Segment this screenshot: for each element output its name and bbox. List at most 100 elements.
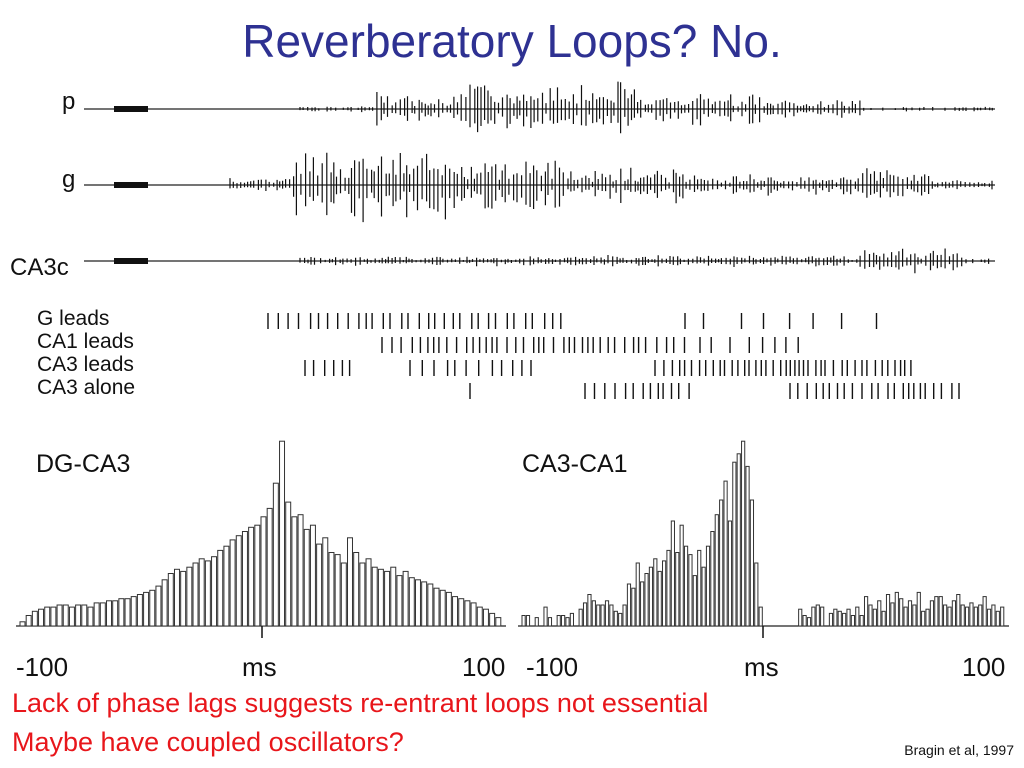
hist-bar xyxy=(130,596,137,627)
hist-bar xyxy=(62,604,69,627)
hist-bar xyxy=(211,556,218,627)
hist-bar xyxy=(662,560,667,627)
hist-bar xyxy=(38,608,45,627)
hist-bar xyxy=(596,604,601,627)
raster-label-ca1-leads: CA1 leads xyxy=(37,330,134,353)
hist-bar xyxy=(421,581,428,627)
hist1-xtick-min: -100 xyxy=(16,652,69,682)
hist-bar xyxy=(433,587,440,627)
hist-bar xyxy=(956,594,961,627)
hist-bar xyxy=(365,558,372,627)
hist-bar xyxy=(653,558,658,627)
hist-bar xyxy=(93,602,100,627)
raster-label-ca3-alone: CA3 alone xyxy=(37,376,136,399)
hist-bar xyxy=(347,537,353,627)
stimulus-bar xyxy=(114,106,148,112)
hist-bar xyxy=(666,549,671,627)
hist-bar xyxy=(749,499,755,627)
hist-bar xyxy=(609,604,614,627)
hist-bar xyxy=(622,604,627,627)
hist-bar xyxy=(390,566,397,627)
hist-title-dg-ca3: DG-CA3 xyxy=(36,450,131,478)
hist-bar xyxy=(973,606,978,627)
hist-bar xyxy=(951,600,956,627)
hist-bar xyxy=(995,610,1000,627)
hist-bar xyxy=(260,516,267,627)
hist-bar xyxy=(890,602,895,627)
hist-bar xyxy=(648,566,654,627)
hist-bar xyxy=(414,579,421,627)
hist-bar xyxy=(316,543,323,627)
hist-bar xyxy=(925,608,930,627)
hist-bar xyxy=(806,617,812,627)
hist-bar xyxy=(587,594,592,627)
hist-bar xyxy=(683,545,689,627)
hist-bar xyxy=(710,531,715,627)
hist-bar xyxy=(186,566,193,627)
hist-bar xyxy=(192,562,199,627)
hist-bar xyxy=(198,558,205,627)
hist-bar xyxy=(534,617,539,627)
raster-ticks xyxy=(469,383,960,399)
hist-bar xyxy=(626,583,632,627)
hist-bar xyxy=(266,507,273,627)
hist-bar xyxy=(470,602,477,627)
hist-bar xyxy=(1000,606,1005,627)
hist-bar xyxy=(112,600,119,627)
caption-line-1: Lack of phase lags suggests re-entrant l… xyxy=(12,688,709,718)
hist-bar xyxy=(452,596,459,627)
hist-bar xyxy=(881,610,886,627)
hist1-xlabel: ms xyxy=(242,652,277,682)
hist-bar xyxy=(476,606,483,627)
trace-label-p: p xyxy=(62,88,76,115)
hist-bar xyxy=(868,604,873,627)
raster-ticks xyxy=(304,360,912,376)
hist-bar xyxy=(859,615,864,627)
hist-bar xyxy=(136,594,143,627)
hist-bar xyxy=(833,608,838,627)
hist-bar xyxy=(561,615,566,627)
hist-bar xyxy=(106,600,112,627)
hist-bar xyxy=(907,600,913,627)
hist-bar xyxy=(439,589,446,627)
hist-bar xyxy=(68,606,75,627)
hist-bar xyxy=(565,617,570,627)
hist-bar xyxy=(328,552,335,627)
hist-bar xyxy=(903,606,908,627)
hist-bar xyxy=(56,604,63,627)
hist-bar xyxy=(582,602,588,627)
hist-bar xyxy=(19,621,26,627)
hist-bar xyxy=(99,602,106,627)
histogram-dg-ca3 xyxy=(16,440,506,638)
hist-bar xyxy=(489,612,496,627)
citation: Bragin et al, 1997 xyxy=(904,742,1014,758)
hist-bar xyxy=(644,573,649,627)
trace-oscillation xyxy=(299,248,990,274)
hist-bar xyxy=(943,604,948,627)
hist-bar xyxy=(815,604,820,627)
hist-bar xyxy=(279,440,286,627)
hist-bar xyxy=(427,583,434,627)
hist-bar xyxy=(842,612,847,627)
spike-raster xyxy=(267,313,960,399)
hist-bar xyxy=(464,600,471,627)
hist-bar xyxy=(118,598,125,627)
hist-bar xyxy=(408,577,415,627)
hist-bar xyxy=(285,501,292,627)
hist-bar xyxy=(143,591,150,627)
hist-bar xyxy=(521,615,526,627)
hist2-xlabel: ms xyxy=(744,652,779,682)
hist-bar xyxy=(600,604,605,627)
hist-bar xyxy=(445,591,452,627)
hist-bar xyxy=(657,570,662,627)
hist-bar xyxy=(986,608,992,627)
hist-bar xyxy=(87,606,94,627)
caption-line-2: Maybe have coupled oscillators? xyxy=(12,727,404,757)
hist-bar xyxy=(934,596,939,627)
hist1-xtick-max: 100 xyxy=(462,652,506,682)
hist-bar xyxy=(272,482,279,627)
hist-bar xyxy=(334,554,341,627)
hist-bar xyxy=(297,514,304,627)
hist-bar xyxy=(719,499,724,627)
hist-bar xyxy=(44,606,51,627)
